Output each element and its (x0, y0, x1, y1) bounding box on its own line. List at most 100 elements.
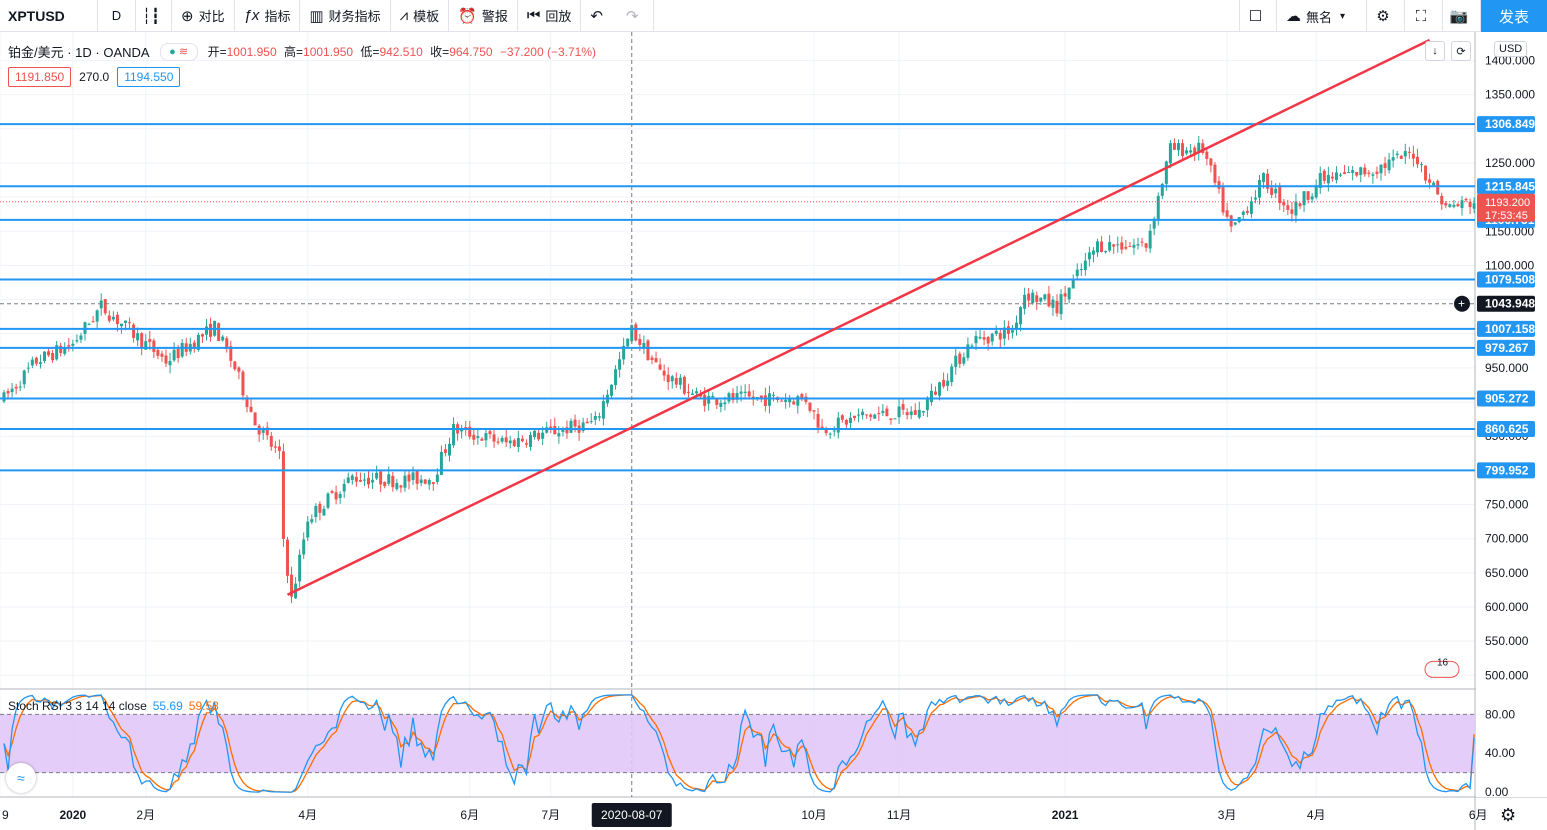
compare-button[interactable]: ⊕ 对比 (172, 0, 235, 32)
candle-body (836, 417, 840, 433)
scroll-down-button[interactable]: ↓ (1425, 41, 1445, 61)
axis-settings-gear-icon[interactable]: ⚙ (1500, 805, 1517, 825)
candle-body (176, 349, 180, 359)
candle-body (1403, 150, 1407, 157)
time-label: 9 (2, 808, 9, 822)
price-label: 1079.508 (1485, 272, 1535, 286)
candle-body (1274, 188, 1278, 194)
candle-body (269, 435, 273, 447)
candle-body (703, 394, 707, 406)
settings-button[interactable]: ⚙ (1367, 0, 1405, 32)
candle-body (946, 380, 950, 386)
candle-body (1339, 174, 1342, 176)
crosshair-date-label: 2020-08-07 (601, 808, 663, 822)
candle-body (375, 472, 379, 479)
candle-body (897, 406, 901, 418)
chart-type-button[interactable]: ┆┇ (136, 0, 172, 32)
currency-label[interactable]: USD (1494, 41, 1528, 57)
candle-body (820, 426, 824, 429)
indicator-name[interactable]: Stoch RSI 3 3 14 14 close (8, 699, 147, 713)
replay-label: 回放 (545, 9, 572, 24)
events-flag-icon (1424, 660, 1460, 678)
candle-body (180, 342, 184, 357)
candle-body (873, 414, 877, 419)
reset-scale-button[interactable]: ⟳ (1451, 41, 1471, 61)
layout-select-button[interactable]: ☐ (1239, 0, 1277, 32)
candle-body (1209, 158, 1213, 166)
candle-body (18, 386, 22, 388)
candle-body (1168, 143, 1172, 164)
undo-button[interactable]: ↶ (581, 0, 617, 32)
indicators-button[interactable]: ƒx 指标 (235, 0, 301, 32)
candle-body (298, 554, 302, 582)
candle-body (1448, 204, 1452, 207)
candle-body (107, 315, 111, 321)
candle-body (1217, 181, 1221, 189)
candle-body (281, 451, 285, 539)
price-label: 860.625 (1485, 422, 1529, 436)
candle-body (1326, 174, 1330, 184)
candle-body (1270, 187, 1274, 195)
stoch-d-line (3, 694, 1475, 793)
candle-body (168, 361, 172, 366)
candle-body (172, 349, 176, 361)
candle-body (1144, 243, 1148, 248)
candle-body (63, 347, 67, 354)
interval-button[interactable]: D (98, 0, 136, 32)
candle-body (237, 367, 241, 372)
candle-body (1087, 252, 1091, 260)
candle-body (1035, 295, 1039, 303)
alert-button[interactable]: ⏰ 警报 (449, 0, 518, 32)
candle-body (1428, 179, 1432, 183)
plus-circle-icon: ⊕ (181, 7, 194, 25)
candle-body (71, 343, 75, 346)
candle-body (1002, 327, 1006, 339)
candle-body (537, 432, 541, 440)
candle-body (1351, 169, 1355, 173)
symbol-search[interactable]: XPTUSD (0, 0, 98, 32)
candle-body (492, 434, 496, 442)
candle-body (407, 474, 411, 482)
price-label: 1306.849 (1485, 117, 1535, 131)
visibility-toggle[interactable]: ● ≋ (159, 42, 198, 61)
candle-body (1059, 294, 1063, 315)
candle-body (589, 421, 593, 423)
replay-button[interactable]: ⏮ 回放 (518, 0, 582, 32)
candle-body (488, 431, 492, 435)
redo-button[interactable]: ↷ (617, 0, 654, 32)
financials-button[interactable]: ▥ 财务指标 (300, 0, 391, 32)
publish-button[interactable]: 发表 (1481, 0, 1547, 32)
candle-body (735, 392, 739, 400)
snapshot-button[interactable]: 📷 (1443, 0, 1481, 32)
candle-body (233, 361, 237, 370)
candle-body (1019, 307, 1023, 325)
series-title[interactable]: 铂金/美元 · 1D · OANDA (8, 45, 150, 60)
candle-body (99, 300, 103, 309)
sell-button[interactable]: 1191.850 (8, 67, 72, 87)
candle-body (1071, 278, 1075, 289)
candle-body (221, 336, 225, 341)
candle-body (1156, 195, 1160, 220)
save-layout-button[interactable]: ☁ 無名 ▾ (1277, 0, 1367, 32)
stoch-k-line (3, 694, 1475, 793)
candle-body (395, 483, 399, 490)
candle-body (569, 420, 573, 433)
tradingview-logo-icon[interactable]: ≈ (6, 763, 36, 793)
buy-button[interactable]: 1194.550 (117, 67, 181, 87)
candle-body (95, 310, 99, 322)
candle-body (290, 574, 294, 597)
candle-body (1460, 200, 1464, 208)
candle-body (460, 428, 464, 432)
templates-button[interactable]: ⩘ 模板 (391, 0, 450, 32)
candle-body (1375, 171, 1379, 174)
candle-body (1132, 244, 1136, 248)
open-value: 1001.950 (226, 45, 277, 59)
candle-body (354, 476, 358, 482)
candle-body (520, 438, 524, 442)
candle-body (261, 429, 265, 433)
price-chart[interactable]: 1400.0001350.0001250.0001150.0001100.000… (0, 32, 1547, 830)
fullscreen-button[interactable]: ⛶ (1405, 0, 1443, 32)
candle-body (618, 359, 622, 370)
time-label: 2021 (1052, 808, 1079, 822)
candle-body (504, 437, 508, 443)
